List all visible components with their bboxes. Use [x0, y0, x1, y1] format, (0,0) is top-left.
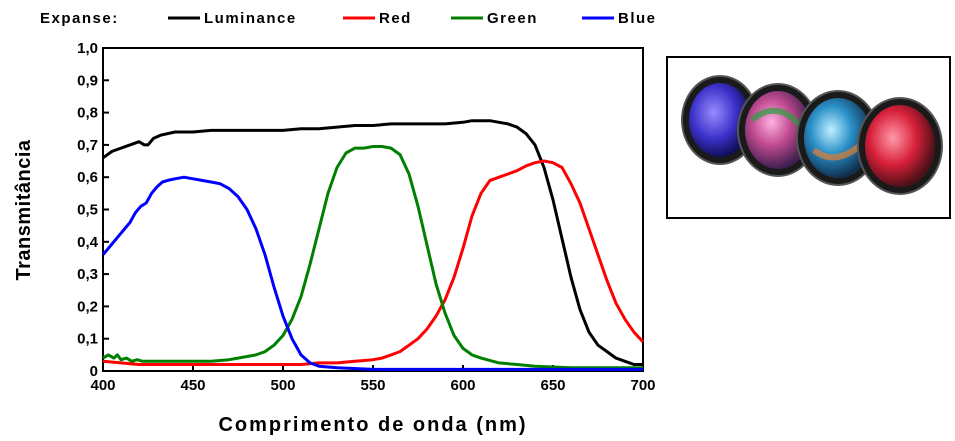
series-lines — [101, 119, 645, 371]
y-tick-label: 0,1 — [77, 331, 98, 348]
y-tick-label: 0,9 — [77, 72, 98, 89]
filter-ring-red — [857, 97, 943, 195]
y-tick-label: 0,7 — [77, 137, 98, 154]
series-line-red — [102, 159, 645, 366]
series-line-green — [102, 145, 643, 370]
x-tick-label: 400 — [90, 377, 115, 394]
filter-ring-luminance — [796, 90, 880, 186]
legend-label-blue: Blue — [618, 10, 657, 27]
legend-label-luminance: Luminance — [204, 10, 297, 27]
filter-set-photo-icon — [681, 75, 943, 195]
series-line-blue — [101, 175, 643, 371]
x-tick-label: 500 — [270, 377, 295, 394]
x-axis-title: Comprimento de onda (nm) — [218, 414, 527, 436]
plot-frame — [102, 47, 644, 372]
legend-label-red: Red — [379, 10, 412, 27]
y-tick-label: 0,6 — [77, 169, 98, 186]
x-tick-label: 650 — [540, 377, 565, 394]
y-tick-label: 0 — [90, 363, 98, 380]
series-line-luminance — [102, 119, 643, 366]
y-axis-title: Transmitância — [13, 139, 35, 280]
y-tick-label: 0,4 — [77, 234, 99, 251]
y-tick-label: 0,2 — [77, 298, 98, 315]
filter-photo — [666, 56, 951, 219]
x-tick-label: 550 — [360, 377, 385, 394]
y-tick-label: 0,5 — [77, 202, 98, 219]
y-tick-label: 0,8 — [77, 105, 98, 122]
y-tick-label: 0,3 — [77, 266, 98, 283]
axis-ticks: 400 450 500 550 600 650 700 0 0,1 0,2 0,3 0,4 0,5 0,6… — [77, 40, 655, 394]
legend-label-green: Green — [487, 10, 538, 27]
x-tick-label: 700 — [630, 377, 655, 394]
x-tick-label: 450 — [180, 377, 205, 394]
legend-title: Expanse: — [40, 10, 119, 27]
legend: Expanse: Luminance Red Green Blue — [40, 10, 657, 27]
x-tick-label: 600 — [450, 377, 475, 394]
y-tick-label: 1,0 — [77, 40, 98, 57]
